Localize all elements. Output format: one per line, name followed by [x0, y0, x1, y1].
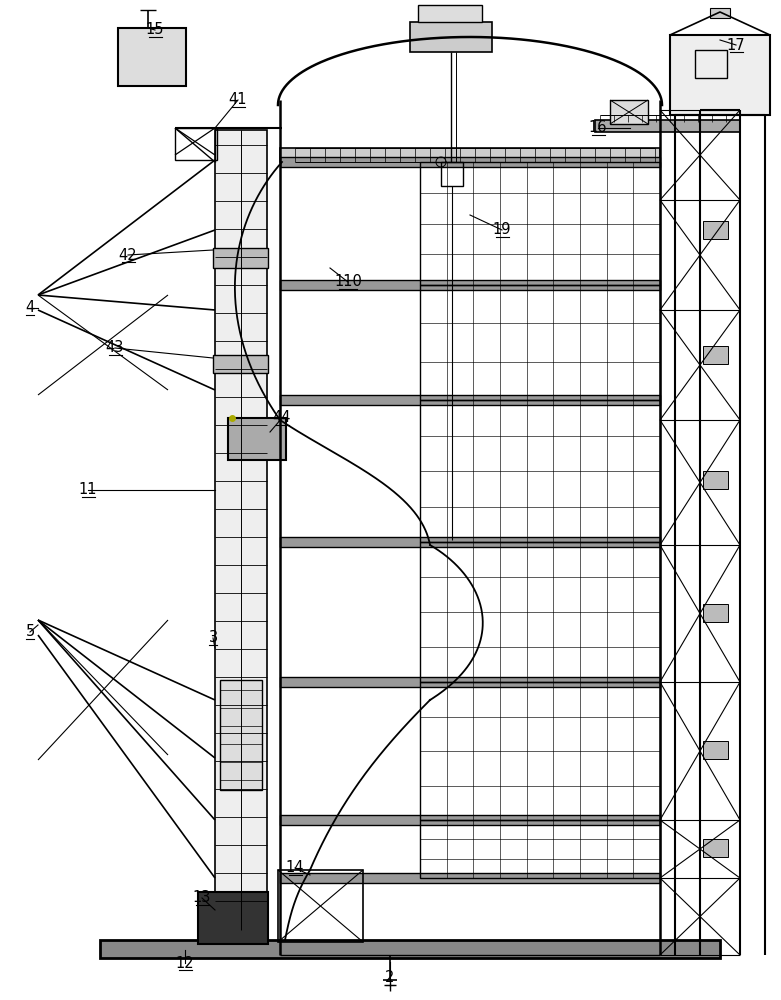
Text: 110: 110: [334, 274, 362, 290]
Bar: [420, 285, 660, 400]
Text: 13: 13: [193, 890, 211, 906]
Bar: [441, 162, 463, 186]
Text: 11: 11: [79, 483, 98, 497]
Bar: [215, 130, 267, 930]
Text: 5: 5: [25, 624, 34, 640]
Bar: [280, 677, 660, 687]
Bar: [280, 815, 660, 825]
Bar: [703, 346, 728, 364]
Text: 2: 2: [385, 970, 394, 986]
Text: 43: 43: [105, 340, 124, 356]
Bar: [280, 873, 660, 883]
Bar: [118, 28, 186, 86]
Bar: [220, 680, 262, 790]
Text: 16: 16: [589, 120, 608, 135]
Bar: [175, 128, 217, 160]
Bar: [198, 892, 268, 944]
Bar: [100, 940, 720, 958]
Bar: [280, 395, 660, 405]
Bar: [280, 148, 660, 162]
Bar: [420, 542, 660, 682]
Text: 14: 14: [286, 860, 305, 876]
Bar: [420, 400, 660, 542]
Text: 44: 44: [273, 410, 291, 426]
Bar: [695, 50, 727, 78]
Text: 41: 41: [229, 93, 248, 107]
Bar: [420, 682, 660, 820]
Bar: [703, 471, 728, 489]
Text: 12: 12: [176, 956, 194, 970]
Text: 19: 19: [493, 223, 512, 237]
Bar: [710, 8, 730, 18]
Bar: [213, 248, 268, 268]
Bar: [703, 221, 728, 239]
Bar: [278, 870, 363, 942]
Bar: [418, 5, 482, 22]
Bar: [280, 280, 660, 290]
Bar: [213, 355, 268, 373]
Bar: [280, 157, 660, 167]
Text: 15: 15: [146, 22, 164, 37]
Bar: [410, 22, 492, 52]
Text: 3: 3: [209, 631, 218, 646]
Bar: [228, 418, 286, 460]
Bar: [420, 162, 660, 285]
Bar: [670, 35, 770, 115]
Text: 17: 17: [726, 37, 745, 52]
Text: 4: 4: [25, 300, 34, 316]
Bar: [420, 820, 660, 878]
Bar: [703, 741, 728, 759]
Bar: [280, 537, 660, 547]
Bar: [703, 604, 728, 622]
Bar: [595, 120, 740, 132]
Text: 42: 42: [119, 247, 137, 262]
Bar: [703, 839, 728, 857]
Bar: [610, 100, 648, 124]
